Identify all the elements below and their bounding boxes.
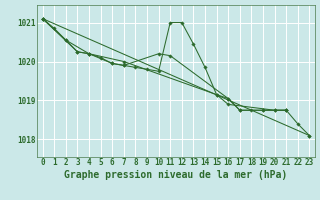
X-axis label: Graphe pression niveau de la mer (hPa): Graphe pression niveau de la mer (hPa) <box>64 170 288 180</box>
